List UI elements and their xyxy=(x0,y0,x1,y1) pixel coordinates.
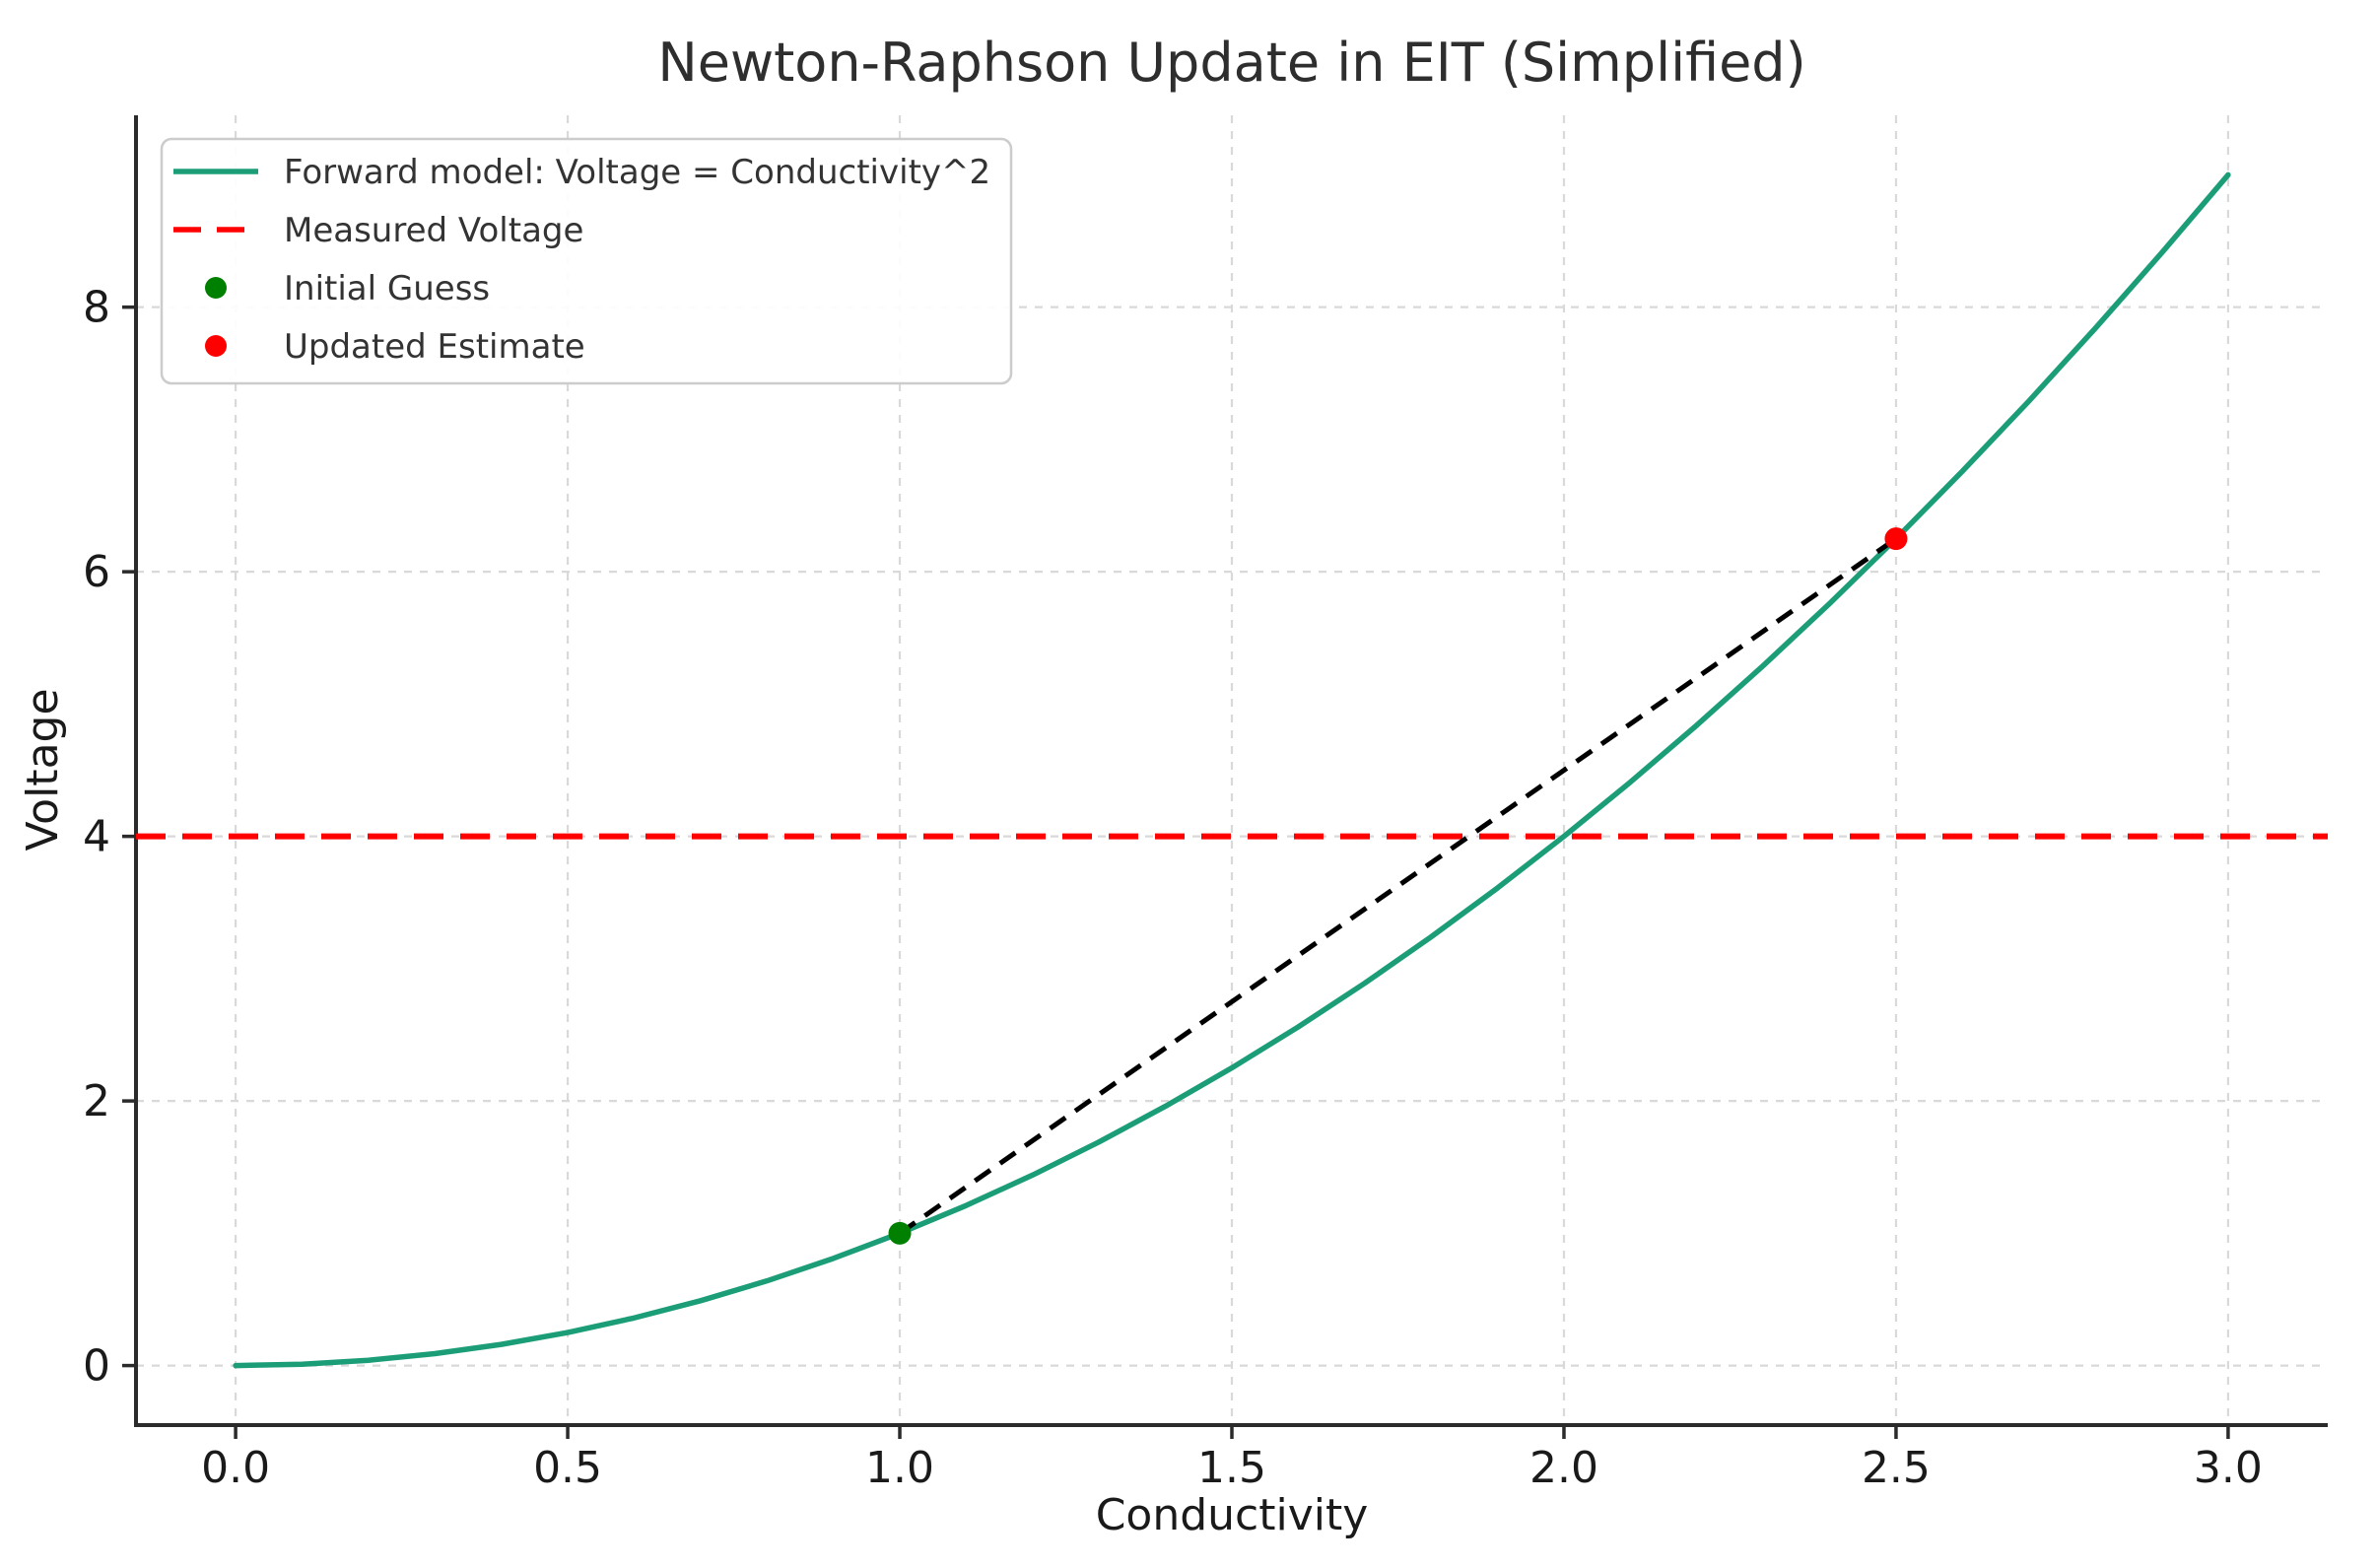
axes: 0.0 0.5 1.0 1.5 2.0 2.5 3.0 0 2 4 6 8 xyxy=(83,115,2328,1493)
x-tick-label: 3.0 xyxy=(2194,1443,2263,1493)
legend-box xyxy=(160,137,1013,385)
y-tick-label: 8 xyxy=(83,283,110,333)
initial-guess-point xyxy=(888,1221,912,1245)
x-tick-label: 1.5 xyxy=(1197,1443,1266,1493)
newton-step-line xyxy=(898,536,1898,1236)
y-axis-label: Voltage xyxy=(18,688,68,851)
legend-swatch-dot xyxy=(205,277,227,299)
updated-estimate-point xyxy=(1884,527,1908,551)
x-tick-label: 1.0 xyxy=(865,1443,934,1493)
legend-item-label: Initial Guess xyxy=(284,269,490,308)
plot-series xyxy=(136,171,2328,1369)
x-tick-label: 2.5 xyxy=(1862,1443,1931,1493)
legend-item-label: Updated Estimate xyxy=(284,327,585,367)
legend-swatch-dot xyxy=(205,335,227,357)
legend-item-label: Forward model: Voltage = Conductivity^2 xyxy=(284,153,990,192)
chart-title: Newton-Raphson Update in EIT (Simplified… xyxy=(657,32,1805,94)
y-tick-label: 4 xyxy=(83,812,110,862)
x-tick-label: 0.0 xyxy=(201,1443,270,1493)
y-tick-label: 6 xyxy=(83,547,110,597)
x-axis-label: Conductivity xyxy=(1096,1490,1369,1540)
y-tick-label: 2 xyxy=(83,1076,110,1126)
y-tick-label: 0 xyxy=(83,1341,110,1392)
legend-item-label: Measured Voltage xyxy=(284,211,583,250)
x-tick-label: 0.5 xyxy=(533,1443,602,1493)
gridlines xyxy=(136,115,2328,1425)
legend: Forward model: Voltage = Conductivity^2 M… xyxy=(160,137,1013,385)
x-tick-label: 2.0 xyxy=(1529,1443,1598,1493)
